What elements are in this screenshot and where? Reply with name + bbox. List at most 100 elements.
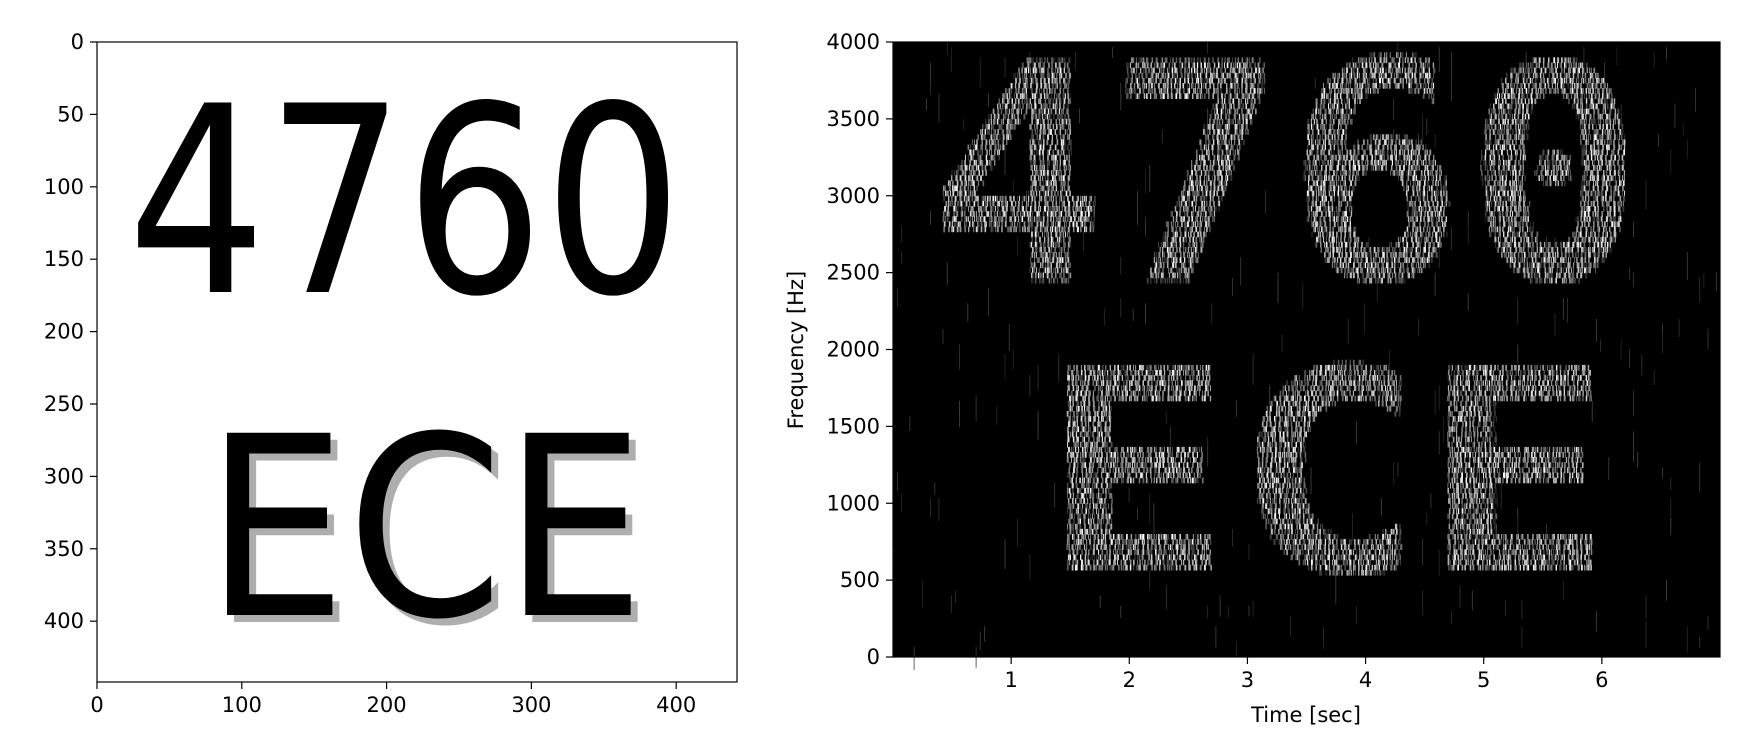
spectrogram-cell (1109, 436, 1111, 443)
spectrogram-cell (1107, 395, 1108, 402)
spectrogram-cell (1208, 380, 1210, 386)
spectrogram-cell (980, 154, 982, 161)
spectrogram-cell (1230, 159, 1233, 166)
spectrogram-cell (1075, 421, 1077, 427)
spectrogram-cell (1061, 277, 1063, 284)
spectrogram-cell (1123, 564, 1125, 571)
spectrogram-cell (1166, 477, 1168, 484)
spectrogram-cell (1072, 421, 1075, 427)
spectrogram-cell (1183, 206, 1185, 212)
spectrogram-cell (1038, 267, 1040, 274)
spectrogram-cell (1192, 221, 1195, 228)
spectrogram-cell (1205, 380, 1207, 386)
spectrogram-cell (1189, 380, 1191, 386)
spectrogram-cell (1197, 185, 1198, 192)
spectrogram-cell (1162, 247, 1163, 253)
spectrogram-cell (993, 118, 995, 125)
spectrogram-cell (1015, 226, 1017, 233)
spectrogram-cell (1105, 431, 1107, 438)
spectrogram-cell (1063, 103, 1065, 110)
spectrogram-cell (1201, 83, 1202, 89)
spectrogram-cell (1208, 559, 1211, 566)
spectrogram-cell (1036, 88, 1038, 94)
spectrogram-cell (1207, 544, 1209, 550)
spectrogram-cell (1193, 241, 1196, 248)
spectrogram-cell (1023, 83, 1024, 89)
spectrogram-cell (1144, 467, 1146, 474)
spectrogram-cell (1115, 539, 1117, 545)
spectrogram-cell (1187, 93, 1190, 99)
spectrogram-cell (1189, 564, 1191, 571)
spectrogram-cell (1067, 226, 1069, 233)
spectrogram-cell (1098, 508, 1100, 515)
spectrogram-cell (1163, 231, 1165, 238)
spectrogram-cell (1030, 241, 1033, 248)
spectrogram-cell (1163, 62, 1166, 69)
spectrogram-cell (1091, 493, 1094, 499)
spectrogram-cell (1008, 129, 1010, 135)
spectrogram-cell (1240, 67, 1242, 74)
spectrogram-cell (1253, 57, 1255, 64)
spectrogram-cell (1052, 195, 1054, 202)
spectrogram-cell (1088, 508, 1089, 515)
spectrogram-cell (1048, 267, 1050, 274)
spectrogram-cell (1100, 482, 1103, 489)
spectrogram-cell (1239, 134, 1240, 140)
spectrogram-cell (1084, 457, 1086, 463)
spectrogram-cell (982, 180, 985, 187)
spectrogram-cell (1218, 195, 1219, 202)
spectrogram-cell (1224, 103, 1227, 110)
spectrogram-cell (1114, 446, 1116, 453)
spectrogram-cell (1154, 539, 1156, 545)
spectrogram-cell (956, 211, 958, 217)
spectrogram-cell (989, 221, 990, 228)
spectrogram-cell (1047, 165, 1049, 171)
spectrogram-cell (1174, 62, 1176, 69)
spectrogram-cell (1053, 103, 1055, 110)
spectrogram-cell (1091, 364, 1094, 371)
spectrogram-cell (1042, 185, 1044, 192)
spectrogram-cell (1035, 77, 1038, 84)
spectrogram-cell (1188, 72, 1190, 79)
spectrogram-cell (961, 226, 963, 233)
spectrogram-cell (985, 221, 987, 228)
spectrogram-cell (1129, 544, 1131, 550)
spectrogram-cell (1007, 88, 1009, 94)
spectrogram-cell (1220, 185, 1222, 192)
spectrogram-cell (1068, 200, 1071, 207)
spectrogram-cell (1035, 88, 1037, 94)
spectrogram-cell (1233, 134, 1236, 140)
spectrogram-cell (1181, 380, 1183, 386)
spectrogram-cell (1013, 124, 1015, 130)
spectrogram-cell (1220, 113, 1222, 120)
spectrogram-cell (1208, 175, 1210, 181)
spectrogram-cell (1073, 528, 1074, 535)
spectrogram-cell (1129, 62, 1131, 69)
spectrogram-cell (1217, 57, 1218, 64)
spectrogram-cell (1057, 267, 1059, 274)
spectrogram-cell (1034, 62, 1036, 69)
spectrogram-cell (1104, 559, 1106, 566)
spectrogram-cell (1209, 113, 1211, 120)
spectrogram-cell (1072, 385, 1074, 392)
spectrogram-cell (1034, 72, 1036, 79)
spectrogram-cell (1218, 129, 1220, 135)
spectrogram-cell (1253, 77, 1255, 84)
spectrogram-noise (1083, 231, 1084, 251)
spectrogram-cell (1072, 221, 1075, 228)
spectrogram-cell (1224, 98, 1226, 105)
spectrogram-cell (1170, 564, 1172, 571)
spectrogram-cell (1170, 544, 1171, 550)
spectrogram-cell (1258, 98, 1260, 105)
spectrogram-cell (1137, 457, 1139, 463)
spectrogram-cell (1229, 72, 1231, 79)
spectrogram-cell (982, 134, 984, 140)
spectrogram-cell (1055, 118, 1056, 125)
spectrogram-cell (1220, 83, 1222, 89)
spectrogram-cell (1096, 457, 1098, 463)
spectrogram-cell (1246, 57, 1248, 64)
spectrogram-cell (1158, 390, 1160, 397)
spectrogram-cell (1051, 72, 1054, 79)
spectrogram-cell (1239, 118, 1241, 125)
spectrogram-cell (1226, 62, 1229, 69)
